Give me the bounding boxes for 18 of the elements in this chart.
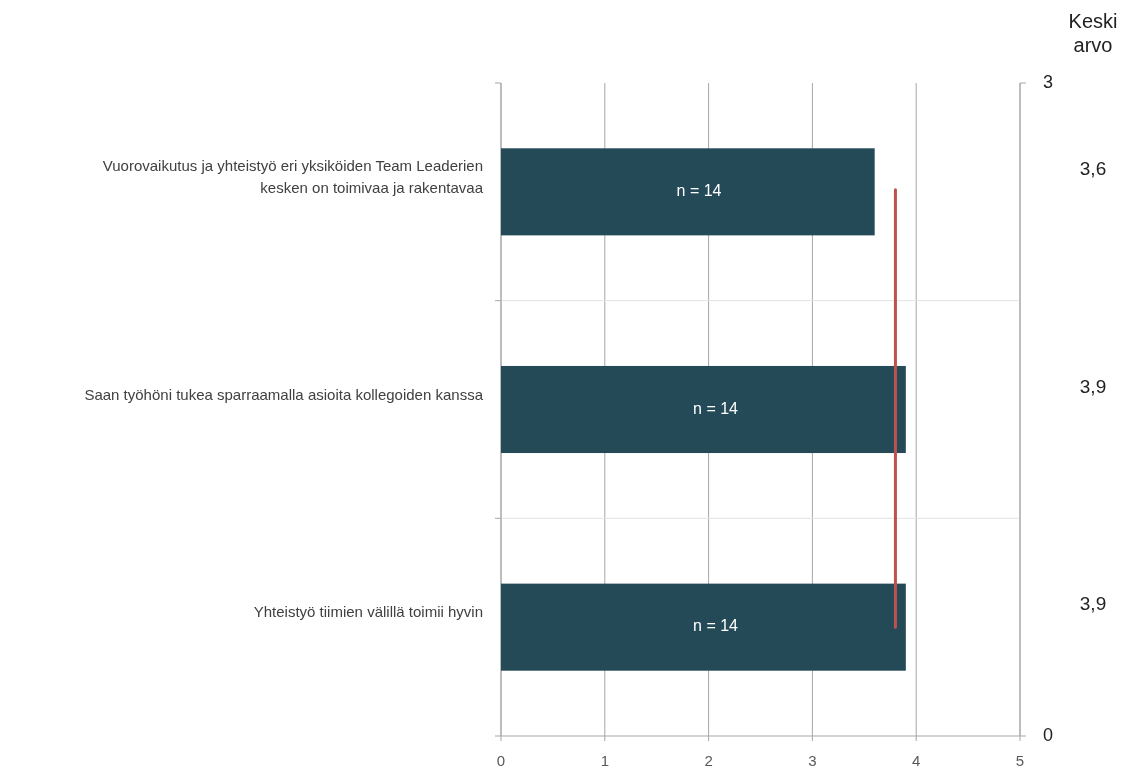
x-tick-label: 0	[496, 752, 506, 767]
y-tick-label: Vuorovaikutus ja yhteistyö eri yksiköiden Team Leaderien kesken on toimivaa ja rakentavaa	[102, 156, 484, 196]
x-tick-label: 5	[1015, 752, 1025, 767]
data-label: 3,9	[1079, 593, 1107, 615]
data-label: 3,6	[1079, 157, 1107, 179]
y2-axis-title: Keski arvo	[1068, 10, 1118, 56]
x-tick-label: 4	[912, 752, 921, 767]
data-label: 3,9	[1079, 375, 1107, 397]
x-tick-label: 2	[704, 752, 713, 767]
annotation: n = 14	[676, 182, 722, 200]
y2-tick-label: 0	[1042, 724, 1054, 745]
x-tick-label: 1	[600, 752, 609, 767]
y2-tick-label: 3	[1042, 71, 1054, 92]
y-tick-label: Saan työhöni tukea sparraamalla asioita kollegoiden kanssa	[84, 385, 484, 403]
y-tick-label: Yhteistyö tiimien välillä toimii hyvin	[253, 603, 483, 621]
annotation: n = 14	[693, 617, 739, 635]
x-tick-label: 3	[808, 752, 817, 767]
annotation: n = 14	[693, 399, 739, 417]
